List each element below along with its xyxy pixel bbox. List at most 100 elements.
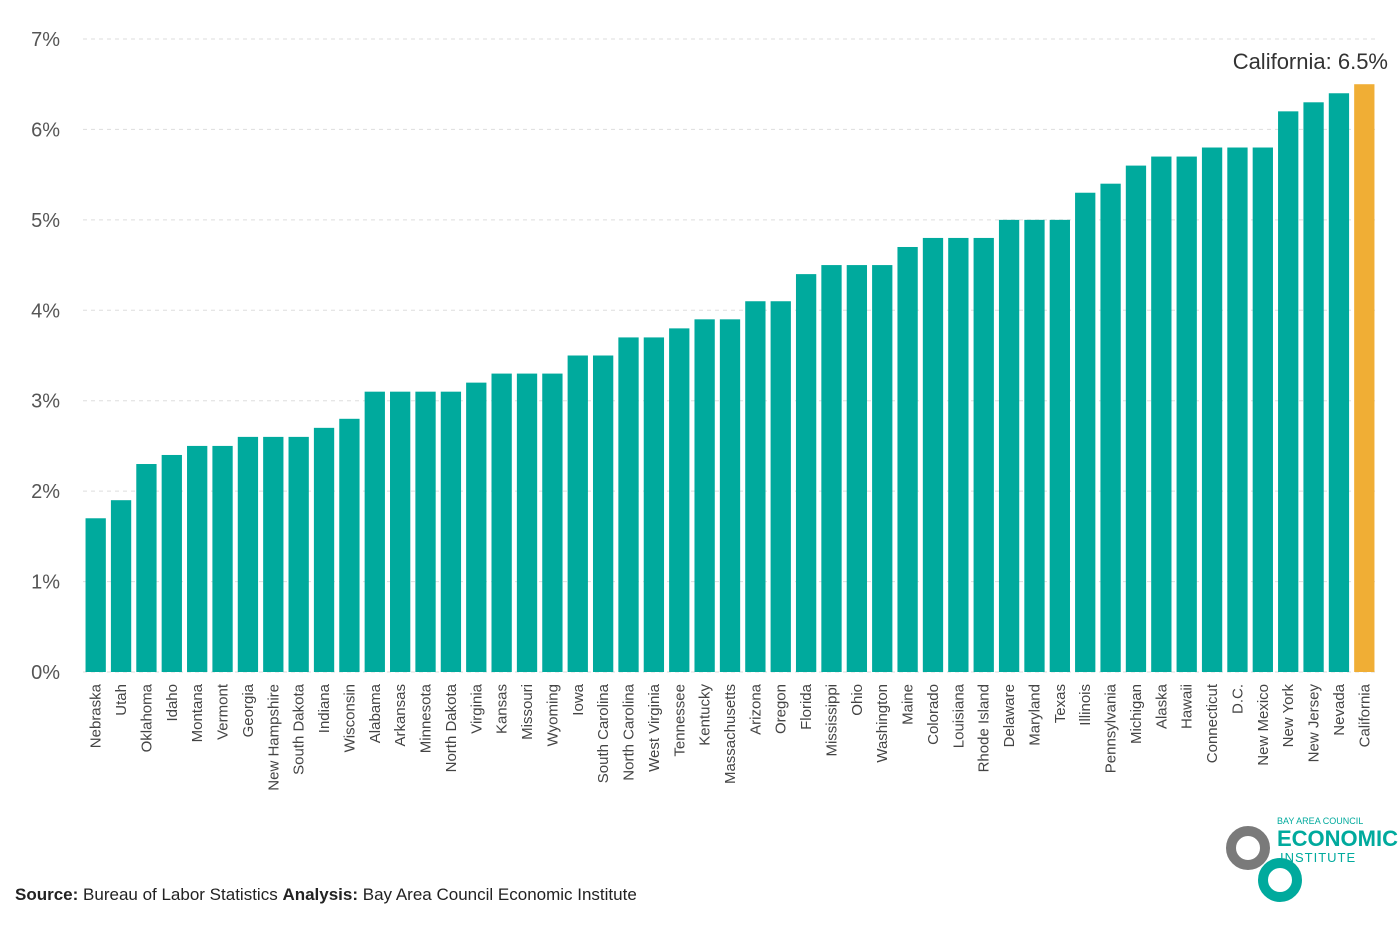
x-tick-label: Florida <box>798 683 815 730</box>
bar <box>643 337 665 672</box>
bar <box>237 436 259 672</box>
bar <box>466 382 487 672</box>
x-tick-label: Oklahoma <box>138 683 155 752</box>
y-tick-label: 1% <box>31 572 60 594</box>
bar <box>592 355 614 672</box>
x-tick-label: West Virginia <box>646 683 663 771</box>
x-tick-label: Maine <box>900 684 917 725</box>
bar <box>998 219 1020 672</box>
x-tick-label: Idaho <box>164 684 181 722</box>
bar <box>136 464 157 672</box>
bar <box>948 237 969 672</box>
x-tick-label: Vermont <box>215 683 232 740</box>
bar <box>491 373 512 672</box>
x-tick-label: Massachusetts <box>722 684 739 784</box>
logo-middle: ECONOMIC <box>1277 826 1398 851</box>
x-tick-label: Indiana <box>316 683 333 733</box>
bar <box>187 445 208 672</box>
y-tick-label: 7% <box>31 29 60 51</box>
bar <box>1024 219 1045 672</box>
x-tick-label: Oregon <box>773 684 790 734</box>
logo: BAY AREA COUNCIL ECONOMIC INSTITUTE <box>1226 816 1398 902</box>
x-tick-label: California <box>1356 683 1373 747</box>
x-tick-label: Rhode Island <box>976 684 993 772</box>
bar <box>795 274 817 672</box>
x-tick-label: Delaware <box>1001 684 1018 747</box>
y-tick-label: 6% <box>31 119 60 141</box>
bar <box>719 319 741 672</box>
x-tick-label: Kentucky <box>697 684 714 746</box>
bar <box>390 391 411 672</box>
x-tick-label: New Jersey <box>1306 684 1323 763</box>
x-tick-label: D.C. <box>1229 684 1246 714</box>
bar <box>1227 147 1248 672</box>
x-tick-label: New York <box>1280 684 1297 748</box>
y-tick-label: 3% <box>31 391 60 413</box>
bar <box>85 518 106 672</box>
bar <box>1100 183 1121 672</box>
bar <box>110 500 132 672</box>
bar <box>415 391 436 672</box>
bar <box>1201 147 1223 672</box>
bar <box>846 265 868 672</box>
x-tick-label: Colorado <box>925 684 942 745</box>
footer: Source: Bureau of Labor Statistics Analy… <box>15 885 637 904</box>
y-tick-label: 2% <box>31 481 60 503</box>
bar <box>872 265 893 672</box>
logo-top: BAY AREA COUNCIL <box>1277 816 1363 826</box>
x-tick-label: Virginia <box>468 683 485 733</box>
source-label: Source: <box>15 885 78 904</box>
analysis: Bay Area Council Economic Institute <box>363 885 637 904</box>
x-tick-label: South Dakota <box>291 683 308 775</box>
x-tick-label: Illinois <box>1077 684 1094 726</box>
x-tick-label: Kansas <box>494 684 511 734</box>
x-tick-label: New Hampshire <box>265 684 282 791</box>
bar <box>212 445 233 672</box>
bar <box>618 337 639 672</box>
bar <box>1328 93 1350 672</box>
bar <box>263 436 284 672</box>
x-tick-label: Nevada <box>1331 683 1348 735</box>
logo-bottom: INSTITUTE <box>1280 850 1356 865</box>
x-tick-label: Nebraska <box>88 683 105 748</box>
x-tick-label: Iowa <box>570 683 587 715</box>
x-tick-label: Utah <box>113 684 130 716</box>
x-tick-label: Missouri <box>519 684 536 740</box>
source: Bureau of Labor Statistics <box>83 885 278 904</box>
x-tick-label: Georgia <box>240 683 257 737</box>
bar <box>516 373 538 672</box>
x-tick-label: New Mexico <box>1255 684 1272 766</box>
annotation: California: 6.5% <box>1233 49 1388 74</box>
bar <box>922 237 944 672</box>
x-tick-label: Pennsylvania <box>1103 683 1120 773</box>
logo-ring <box>1258 858 1302 902</box>
bar <box>1049 219 1070 672</box>
x-tick-label: South Carolina <box>595 683 612 783</box>
bar <box>313 427 335 672</box>
y-tick-label: 0% <box>31 662 60 684</box>
x-tick-label: Michigan <box>1128 684 1145 744</box>
bar <box>1151 156 1172 673</box>
bar <box>821 265 842 672</box>
bar <box>694 319 715 672</box>
bar <box>1252 147 1273 672</box>
x-tick-label: Arizona <box>747 683 764 735</box>
x-tick-label: Connecticut <box>1204 683 1221 763</box>
bar <box>1354 84 1375 672</box>
x-tick-label: Ohio <box>849 684 866 716</box>
bar <box>1125 165 1147 672</box>
x-tick-label: Mississippi <box>823 684 840 757</box>
x-tick-label: Arkansas <box>392 684 409 747</box>
bar <box>440 391 462 672</box>
x-tick-label: Maryland <box>1026 684 1043 746</box>
logo-ring <box>1226 826 1270 870</box>
x-tick-label: Montana <box>189 683 206 742</box>
x-tick-label: North Dakota <box>443 683 460 772</box>
bar <box>1075 192 1096 672</box>
bar <box>1303 102 1324 673</box>
x-tick-label: Alaska <box>1153 683 1170 729</box>
y-tick-label: 4% <box>31 300 60 322</box>
y-tick-label: 5% <box>31 210 60 232</box>
x-tick-label: Alabama <box>367 683 384 743</box>
